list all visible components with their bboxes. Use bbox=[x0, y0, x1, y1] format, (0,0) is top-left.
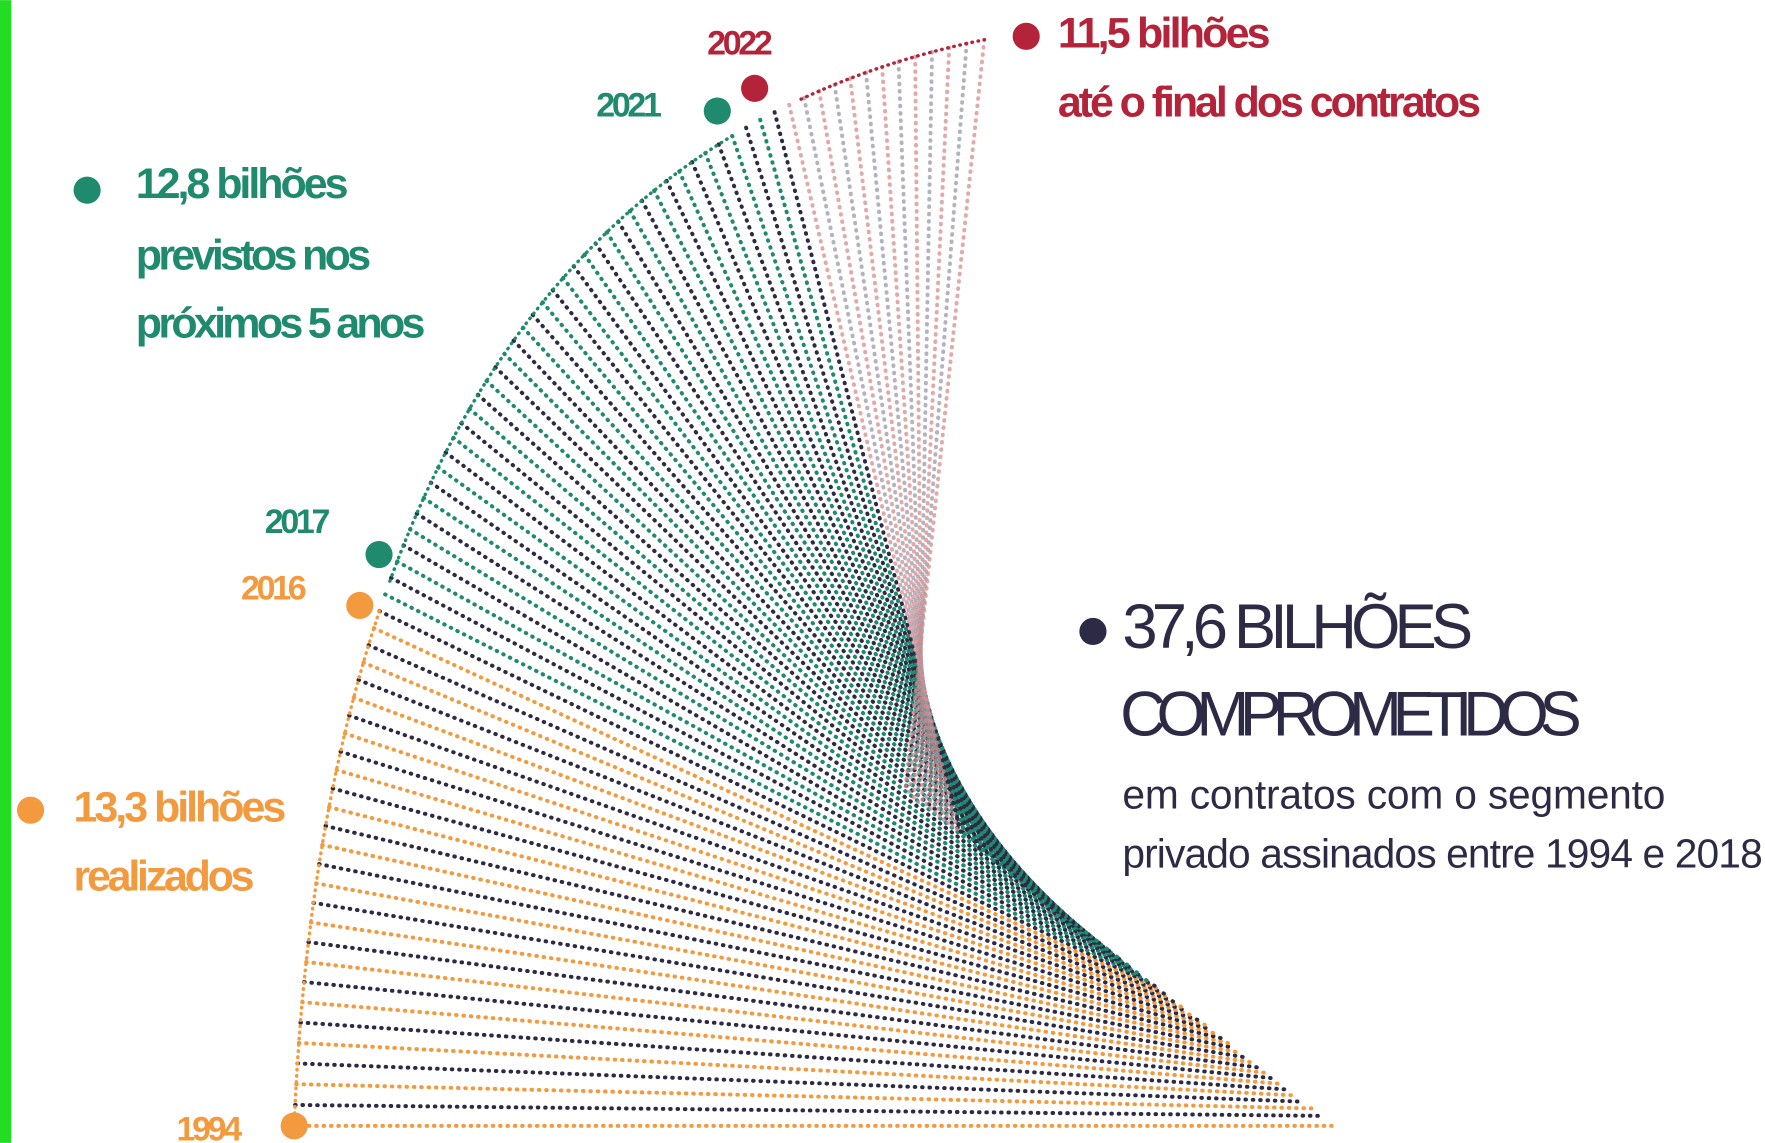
year-dot bbox=[281, 1112, 308, 1139]
year-dot bbox=[346, 592, 373, 619]
year-label: 2017 bbox=[265, 503, 331, 541]
bullet bbox=[1013, 23, 1040, 50]
fan-line bbox=[417, 514, 1124, 962]
year-dot bbox=[741, 75, 768, 102]
total-note: em contratos com o segmento bbox=[1122, 772, 1665, 818]
year-label: 2016 bbox=[241, 570, 307, 608]
fan-line bbox=[329, 807, 1216, 1034]
planned-value: 12,8 bilhões bbox=[136, 160, 349, 208]
fan-line bbox=[299, 1043, 1296, 1096]
bullet bbox=[17, 797, 44, 824]
outer-arc bbox=[294, 608, 380, 1126]
year-dot bbox=[365, 541, 392, 568]
year-dot bbox=[704, 97, 731, 124]
year-label: 2021 bbox=[596, 87, 662, 125]
remaining-value: 11,5 bilhões bbox=[1058, 10, 1271, 58]
infographic: 1994 2016 2017 2021 2022 12,8 bilhões pr… bbox=[0, 0, 1765, 1143]
fan-line bbox=[385, 594, 1149, 981]
fan-line bbox=[424, 498, 1119, 958]
fan-line bbox=[295, 1105, 1322, 1116]
realized-value: 13,3 bilhões bbox=[74, 784, 287, 832]
bullet bbox=[1079, 618, 1106, 645]
total-caption: COMPROMETIDOS bbox=[1120, 679, 1582, 749]
fan-line bbox=[431, 483, 1113, 954]
fan-line bbox=[397, 561, 1139, 973]
bullet bbox=[74, 177, 101, 204]
fan-line bbox=[345, 733, 1194, 1015]
total-note: privado assinados entre 1994 e 2018 bbox=[1122, 830, 1762, 876]
side-bar bbox=[0, 0, 11, 1143]
fan-line bbox=[333, 788, 1211, 1029]
fan bbox=[294, 40, 1335, 1126]
outer-arc bbox=[801, 40, 984, 99]
planned-caption: próximos 5 anos bbox=[136, 299, 426, 347]
year-label: 2022 bbox=[707, 24, 773, 62]
year-label: 1994 bbox=[177, 1111, 243, 1143]
realized-caption: realizados bbox=[74, 853, 255, 901]
fan-line bbox=[337, 770, 1205, 1025]
fan-line bbox=[354, 698, 1182, 1007]
remaining-caption: até o final dos contratos bbox=[1058, 79, 1481, 127]
planned-caption: previstos nos bbox=[136, 231, 371, 279]
total-value: 37,6 BILHÕES bbox=[1122, 592, 1473, 662]
fan-line bbox=[319, 864, 1234, 1048]
fan-line bbox=[349, 715, 1187, 1011]
fan-line bbox=[410, 529, 1128, 965]
